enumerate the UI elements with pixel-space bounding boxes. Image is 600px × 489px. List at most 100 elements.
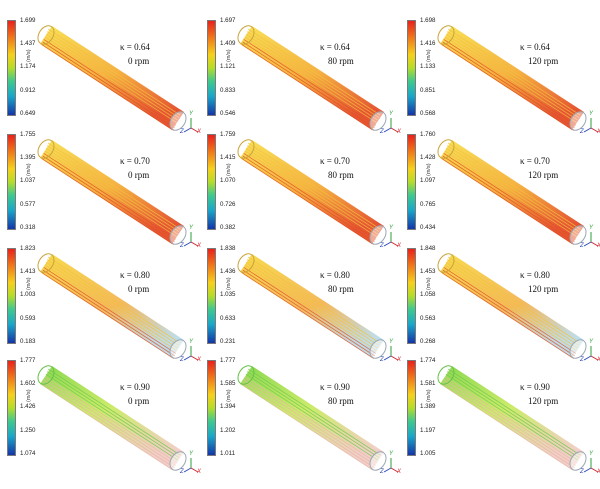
colorbar-tick-label: 1.011 bbox=[220, 450, 236, 457]
axis-triad-icon: Y Z X bbox=[180, 111, 202, 136]
kappa-label: κ = 0.90 bbox=[120, 382, 150, 392]
axis-label-z: Z bbox=[380, 243, 384, 249]
colorbar-tick-label: 0.382 bbox=[220, 224, 236, 231]
colorbar-tick-label: 1.838 bbox=[220, 245, 236, 252]
velocity-panel: 1.777 1.602 1.426 1.250 1.074 (m/s) κ = 0.90 0 … bbox=[4, 356, 201, 476]
colorbar-tick-label: 1.823 bbox=[20, 245, 36, 252]
axis-label-y: Y bbox=[389, 225, 394, 231]
colorbar-tick-label: 1.697 bbox=[220, 17, 236, 24]
pipe-streamlines bbox=[37, 253, 187, 359]
colorbar bbox=[7, 248, 16, 344]
colorbar-tick-label: 1.759 bbox=[220, 131, 236, 138]
kappa-label: κ = 0.80 bbox=[120, 270, 150, 280]
colorbar-tick-label: 1.416 bbox=[420, 40, 436, 47]
colorbar-tick-label: 1.037 bbox=[20, 177, 36, 184]
axis-triad-icon: Y Z X bbox=[180, 225, 202, 250]
colorbar-tick-label: 1.699 bbox=[20, 17, 36, 24]
velocity-panel: 1.823 1.413 1.003 0.593 0.183 (m/s) κ = 0.80 0 … bbox=[4, 244, 202, 364]
axis-label-z: Z bbox=[180, 129, 184, 135]
axis-label-y: Y bbox=[389, 111, 394, 117]
axis-label-x: X bbox=[397, 243, 402, 249]
units-label: (m/s) bbox=[226, 163, 232, 176]
axis-label-y: Y bbox=[389, 451, 394, 457]
colorbar-tick-label: 1.760 bbox=[420, 131, 436, 138]
colorbar-tick-label: 1.453 bbox=[420, 268, 436, 275]
axis-label-x: X bbox=[597, 243, 600, 249]
colorbar-tick-label: 0.563 bbox=[420, 315, 436, 322]
units-label: (m/s) bbox=[26, 277, 32, 290]
colorbar-tick-label: 0.912 bbox=[20, 87, 36, 94]
units-label: (m/s) bbox=[426, 277, 432, 290]
axis-triad-icon: Y Z X bbox=[380, 111, 402, 136]
colorbar-tick-label: 1.003 bbox=[20, 291, 36, 298]
velocity-panel: 1.699 1.437 1.174 0.912 0.649 (m/s) κ = 0.64 0 … bbox=[4, 16, 202, 136]
colorbar-tick-label: 0.833 bbox=[220, 87, 236, 94]
colorbar-tick-label: 1.848 bbox=[420, 245, 436, 252]
colorbar-tick-label: 1.394 bbox=[220, 403, 236, 410]
axis-label-x: X bbox=[597, 357, 600, 363]
axis-label-z: Z bbox=[580, 357, 584, 363]
colorbar-tick-label: 0.633 bbox=[220, 315, 236, 322]
colorbar bbox=[407, 134, 416, 230]
colorbar-tick-label: 1.436 bbox=[220, 268, 236, 275]
units-label: (m/s) bbox=[26, 163, 32, 176]
kappa-label: κ = 0.70 bbox=[120, 156, 150, 166]
colorbar-tick-label: 1.777 bbox=[220, 357, 236, 364]
colorbar bbox=[207, 360, 216, 456]
colorbar-tick-label: 0.434 bbox=[420, 224, 436, 231]
axis-triad-icon: Y Z X bbox=[380, 225, 402, 250]
axis-triad-icon: Y Z X bbox=[580, 339, 600, 364]
colorbar-tick-label: 1.174 bbox=[20, 63, 36, 70]
kappa-label: κ = 0.80 bbox=[320, 270, 350, 280]
axis-label-z: Z bbox=[180, 469, 184, 475]
colorbar-tick-label: 1.074 bbox=[20, 450, 36, 457]
velocity-panel: 1.755 1.395 1.037 0.577 0.318 (m/s) κ = 0.70 0 … bbox=[4, 130, 202, 250]
colorbar-tick-label: 1.070 bbox=[220, 177, 236, 184]
colorbar-tick-label: 1.133 bbox=[420, 63, 436, 70]
colorbar-tick-label: 1.005 bbox=[420, 450, 436, 457]
colorbar-tick-label: 0.577 bbox=[20, 201, 36, 208]
axis-label-y: Y bbox=[589, 225, 594, 231]
colorbar bbox=[7, 134, 16, 230]
axis-label-z: Z bbox=[580, 129, 584, 135]
colorbar-tick-label: 0.183 bbox=[20, 338, 36, 345]
kappa-label: κ = 0.90 bbox=[320, 382, 350, 392]
colorbar bbox=[407, 248, 416, 344]
axis-label-y: Y bbox=[389, 339, 394, 345]
axis-label-z: Z bbox=[580, 243, 584, 249]
kappa-label: κ = 0.90 bbox=[520, 382, 550, 392]
colorbar-tick-label: 1.058 bbox=[420, 291, 436, 298]
axis-label-x: X bbox=[197, 357, 202, 363]
pipe-streamlines bbox=[237, 25, 387, 131]
rpm-label: 0 rpm bbox=[128, 56, 150, 66]
kappa-label: κ = 0.64 bbox=[320, 42, 350, 52]
axis-label-z: Z bbox=[180, 357, 184, 363]
velocity-panel: 1.774 1.581 1.389 1.197 1.005 (m/s) κ = 0.90 12… bbox=[404, 356, 600, 476]
pipe-streamlines bbox=[37, 25, 187, 131]
colorbar-tick-label: 1.581 bbox=[420, 380, 436, 387]
kappa-label: κ = 0.64 bbox=[520, 42, 550, 52]
colorbar bbox=[407, 360, 416, 456]
axis-label-x: X bbox=[597, 129, 600, 135]
rpm-label: 0 rpm bbox=[128, 170, 150, 180]
axis-label-z: Z bbox=[380, 129, 384, 135]
units-label: (m/s) bbox=[426, 163, 432, 176]
axis-triad-icon: Y Z X bbox=[580, 225, 600, 250]
colorbar-tick-label: 1.602 bbox=[20, 380, 36, 387]
velocity-panel: 1.697 1.409 1.121 0.833 0.546 (m/s) κ = 0.64 80… bbox=[204, 16, 402, 136]
axis-label-x: X bbox=[397, 357, 402, 363]
rpm-label: 80 rpm bbox=[328, 284, 354, 294]
colorbar-tick-label: 1.437 bbox=[20, 40, 36, 47]
colorbar-tick-label: 1.698 bbox=[420, 17, 436, 24]
axis-label-y: Y bbox=[189, 339, 194, 345]
colorbar-tick-label: 0.546 bbox=[220, 110, 236, 117]
axis-label-y: Y bbox=[589, 111, 594, 117]
units-label: (m/s) bbox=[226, 389, 232, 402]
pipe-streamlines bbox=[37, 365, 187, 471]
velocity-panel: 1.760 1.428 1.097 0.765 0.434 (m/s) κ = 0.70 12… bbox=[404, 130, 600, 250]
colorbar-tick-label: 1.409 bbox=[220, 40, 236, 47]
rpm-label: 120 rpm bbox=[528, 170, 559, 180]
colorbar-tick-label: 0.851 bbox=[420, 87, 436, 94]
colorbar bbox=[7, 20, 16, 116]
